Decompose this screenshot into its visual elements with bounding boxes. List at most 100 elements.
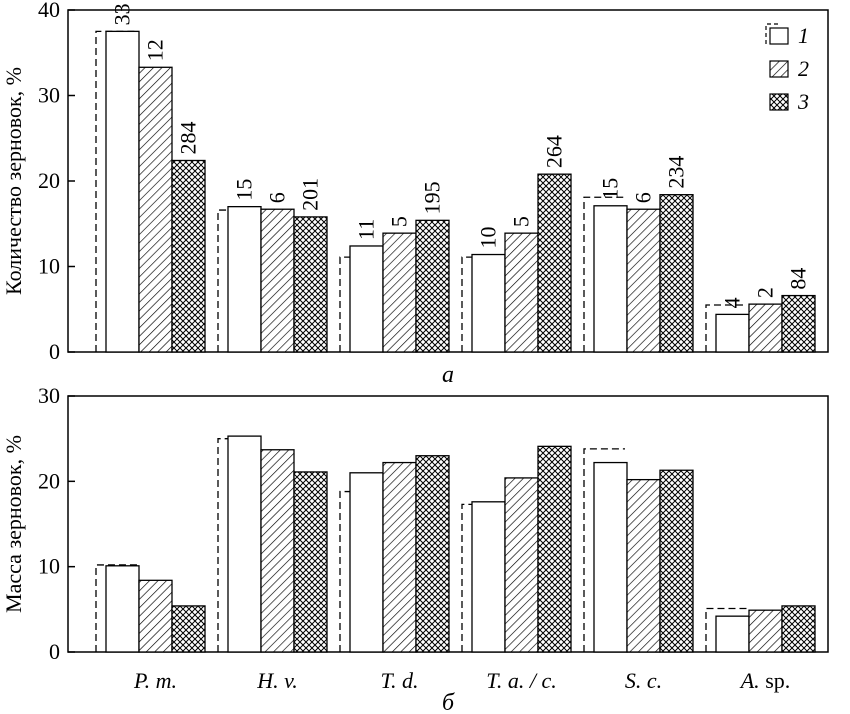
y-tick-label: 10 — [38, 254, 60, 279]
legend-label: 3 — [797, 89, 809, 114]
y-tick-label: 20 — [38, 468, 60, 493]
bar-series-2 — [748, 303, 783, 353]
bar-series-2 — [382, 461, 417, 653]
bar-value-label: 6 — [631, 192, 656, 203]
bar-series-2 — [626, 208, 661, 353]
bar-value-label: 6 — [265, 192, 290, 203]
y-axis-label: Количество зерновок, % — [1, 67, 26, 295]
dashed-reference-outline — [461, 503, 503, 652]
dashed-reference-outline — [583, 448, 625, 652]
x-tick-label: P. m. — [133, 668, 177, 693]
bar-series-2 — [260, 208, 295, 353]
legend-item: 2 — [769, 56, 809, 81]
panel-label: б — [442, 690, 455, 714]
bar-series-1 — [105, 565, 140, 653]
bar-series-2 — [260, 449, 295, 653]
bar-value-label: 234 — [664, 156, 689, 189]
panel-label: а — [442, 362, 454, 388]
bar-series-3 — [537, 445, 572, 653]
dashed-reference-outline — [217, 438, 259, 652]
legend-label: 1 — [798, 23, 809, 48]
y-tick-label: 30 — [38, 83, 60, 108]
y-tick-label: 40 — [38, 0, 60, 22]
bar-series-1 — [715, 313, 750, 353]
bar-group: 11 5 195 — [339, 181, 450, 353]
y-tick-label: 10 — [38, 554, 60, 579]
x-tick-label: T. d. — [380, 668, 418, 693]
legend-label: 2 — [798, 56, 809, 81]
bar-series-3 — [781, 605, 816, 653]
bar-series-1 — [227, 435, 262, 653]
bar-series-1 — [471, 253, 506, 353]
legend-swatch — [769, 27, 789, 45]
bar-value-label: 12 — [143, 39, 168, 61]
bar-series-1 — [349, 472, 384, 653]
bar-value-label: 5 — [509, 216, 534, 227]
y-tick-label: 0 — [49, 639, 60, 664]
bar-value-label: 15 — [598, 178, 623, 200]
legend-item: 3 — [769, 89, 809, 114]
bar-series-3 — [659, 469, 694, 653]
bar-series-2 — [138, 66, 173, 353]
bar-group: 42 84 — [705, 268, 816, 353]
bar-series-2 — [504, 477, 539, 653]
bar-series-3 — [293, 216, 328, 353]
bar-value-label: 5 — [387, 216, 412, 227]
x-tick-label: A. sp. — [739, 668, 791, 693]
bar-value-label: 195 — [420, 181, 445, 214]
bar-series-2 — [504, 232, 539, 353]
bar-group — [217, 435, 328, 653]
bar-series-1 — [349, 245, 384, 353]
bar-group: 33 12 284 — [95, 3, 206, 353]
legend-swatch — [769, 93, 789, 111]
bar-group — [95, 564, 206, 653]
y-tick-label: 20 — [38, 168, 60, 193]
bar-series-3 — [537, 173, 572, 353]
bar-series-2 — [138, 579, 173, 653]
y-tick-label: 0 — [49, 339, 60, 364]
bar-value-label: 284 — [176, 121, 201, 154]
panel-mass: 0 10 20 30 Масса зерновок, % P. m. H. v. T. d. T… — [1, 383, 829, 714]
bar-series-1 — [471, 501, 506, 653]
bar-value-label: 10 — [476, 227, 501, 249]
dashed-reference-outline — [705, 304, 747, 352]
bar-series-2 — [626, 478, 661, 653]
bar-series-1 — [105, 30, 140, 353]
bar-value-label: 33 — [110, 3, 135, 25]
bar-value-label: 201 — [298, 178, 323, 211]
legend-swatch — [769, 60, 789, 78]
bar-group — [461, 445, 572, 653]
x-tick-label: S. c. — [625, 668, 662, 693]
y-tick-label: 30 — [38, 383, 60, 408]
legend: 1 2 3 — [765, 23, 809, 114]
dashed-reference-outline — [583, 196, 625, 352]
bar-value-label: 11 — [354, 219, 379, 240]
x-tick-label: T. a. / c. — [486, 668, 556, 693]
bar-series-3 — [415, 455, 450, 653]
bar-value-label: 2 — [753, 287, 778, 298]
bar-series-1 — [593, 205, 628, 353]
bar-value-label: 15 — [232, 179, 257, 201]
bar-series-1 — [593, 461, 628, 653]
bar-series-3 — [171, 159, 206, 353]
dashed-reference-outline — [705, 607, 747, 652]
bar-series-1 — [227, 205, 262, 353]
bar-series-3 — [415, 219, 450, 353]
bar-series-2 — [748, 609, 783, 653]
bar-group — [583, 448, 694, 653]
bar-group — [705, 605, 816, 653]
x-tick-label: H. v. — [256, 668, 298, 693]
bar-group — [339, 455, 450, 653]
bar-group: 15 6 234 — [583, 156, 694, 353]
bar-series-3 — [171, 605, 206, 653]
dashed-reference-outline — [95, 564, 137, 652]
bar-series-2 — [382, 232, 417, 353]
bar-group: 10 5 264 — [461, 135, 572, 353]
bar-series-3 — [659, 194, 694, 353]
bar-value-label: 264 — [542, 135, 567, 168]
y-axis-label: Масса зерновок, % — [1, 435, 26, 613]
legend-dashed-outline — [765, 23, 780, 44]
bar-series-3 — [781, 294, 816, 353]
